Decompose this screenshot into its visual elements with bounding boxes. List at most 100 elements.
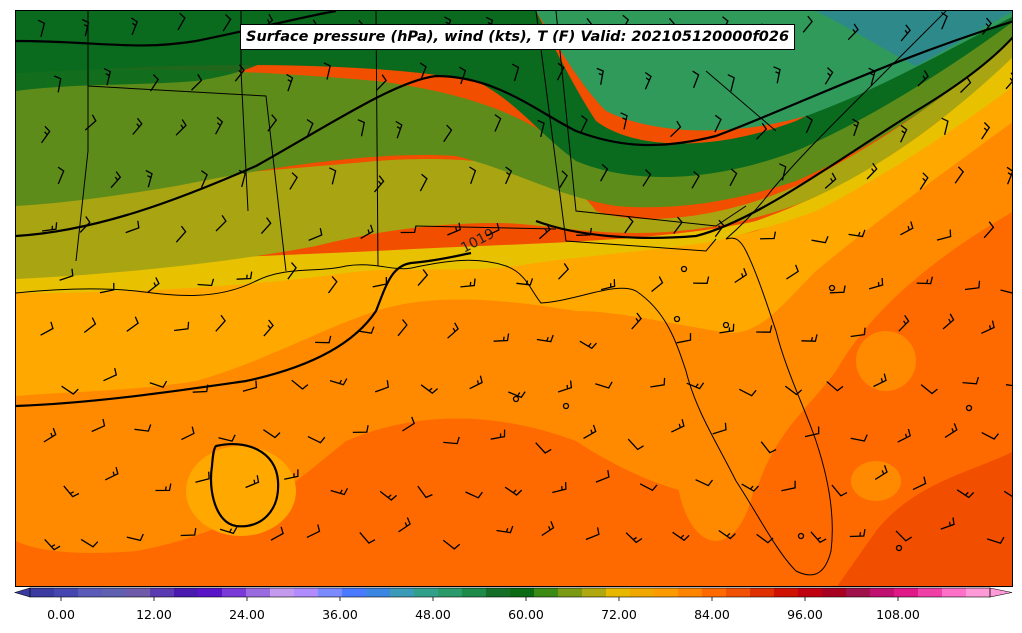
colorbar-swatch — [174, 588, 199, 597]
map-canvas: 1019 — [16, 11, 1012, 586]
wind-barb — [459, 66, 467, 85]
wind-barb — [267, 114, 278, 132]
wind-barb — [291, 379, 309, 390]
wind-barb — [329, 378, 348, 386]
wind-barb — [126, 316, 139, 332]
wind-barb — [850, 327, 866, 338]
wind-barb — [359, 531, 376, 544]
wind-barb — [940, 517, 955, 530]
wind-barb — [734, 268, 748, 284]
state-border — [375, 11, 379, 267]
wind-barb — [110, 171, 122, 189]
wind-barb — [868, 277, 884, 290]
wind-barb — [849, 528, 866, 538]
state-border — [87, 85, 287, 272]
isobar-closed-low — [210, 442, 280, 528]
wind-barb — [238, 169, 247, 188]
wind-barb — [981, 122, 991, 140]
wind-barb — [40, 125, 51, 144]
wind-barb — [222, 14, 232, 32]
wind-barb — [712, 422, 727, 435]
station-marker — [562, 402, 570, 410]
colorbar-tick-label: 84.00 — [694, 607, 730, 622]
wind-barb — [714, 114, 722, 133]
wind-barb — [639, 483, 658, 492]
wind-barb — [145, 169, 153, 188]
colorbar-tick-label: 72.00 — [601, 607, 637, 622]
wind-barb — [941, 11, 948, 30]
wind-barb — [805, 115, 813, 134]
wind-barb — [103, 367, 118, 382]
wind-barb — [352, 425, 369, 434]
wind-barb — [218, 434, 236, 442]
wind-barb — [756, 122, 768, 140]
station-marker — [722, 321, 730, 329]
station-marker — [680, 265, 688, 273]
colorbar-tick-label: 60.00 — [508, 607, 544, 622]
wind-barb — [195, 471, 210, 483]
wind-barb — [557, 380, 573, 393]
wind-barb — [552, 482, 567, 494]
wind-barb — [490, 429, 506, 440]
colorbar-swatch — [582, 588, 607, 597]
wind-barb — [306, 118, 314, 137]
wind-barb — [397, 319, 408, 337]
colorbar-swatch — [750, 588, 775, 597]
wind-barb — [175, 225, 187, 243]
wind-barb — [781, 480, 796, 492]
wind-barb — [443, 436, 460, 445]
wind-barb — [760, 231, 777, 240]
wind-barb — [900, 124, 908, 143]
wind-barb — [718, 529, 736, 540]
colorbar-swatch — [918, 588, 943, 597]
wind-barb — [379, 490, 398, 501]
wind-barb — [686, 382, 705, 390]
wind-barb — [42, 222, 58, 232]
isobar — [535, 36, 1012, 239]
colorbar-swatch — [390, 588, 415, 597]
wind-barb — [535, 442, 552, 454]
wind-barb — [374, 380, 390, 393]
wind-barb — [541, 521, 555, 537]
wind-barb — [784, 385, 803, 396]
colorbar-tick-label: 96.00 — [787, 607, 823, 622]
isobar — [16, 20, 1012, 238]
wind-barb — [600, 163, 609, 182]
wind-barb — [900, 221, 914, 236]
wind-barb — [1003, 490, 1012, 498]
colorbar-swatch — [78, 588, 103, 597]
wind-barb — [132, 117, 143, 135]
wind-barb — [287, 262, 297, 280]
wind-barb — [811, 235, 829, 244]
station-marker — [965, 404, 973, 412]
wind-barb — [219, 526, 238, 535]
wind-barb — [671, 419, 685, 433]
colorbar-swatch — [534, 588, 559, 597]
wind-barb — [850, 434, 868, 442]
state-border — [75, 11, 89, 262]
colorbar-tick-label: 48.00 — [415, 607, 451, 622]
wind-barb — [596, 67, 604, 85]
wind-barb — [315, 335, 332, 344]
wind-barb — [419, 62, 427, 80]
wind-barb — [868, 67, 876, 86]
wind-barb — [442, 539, 461, 550]
warm-cell — [851, 461, 901, 501]
wind-barb — [360, 224, 374, 239]
wind-barb — [197, 278, 215, 287]
wind-barb — [263, 319, 274, 337]
colorbar-swatch — [678, 588, 703, 597]
wind-barb — [180, 527, 197, 537]
colorbar-swatch — [702, 588, 727, 597]
wind-barb — [417, 269, 429, 287]
wind-barb — [673, 216, 683, 234]
wind-barb — [417, 485, 433, 499]
wind-barb — [954, 166, 965, 184]
wind-barb — [672, 531, 690, 542]
colorbar-border — [29, 587, 991, 598]
wind-barb — [419, 173, 428, 192]
wind-barb — [620, 112, 628, 130]
wind-barb — [215, 116, 224, 135]
wind-barb — [400, 225, 417, 234]
wind-barb — [644, 71, 652, 90]
